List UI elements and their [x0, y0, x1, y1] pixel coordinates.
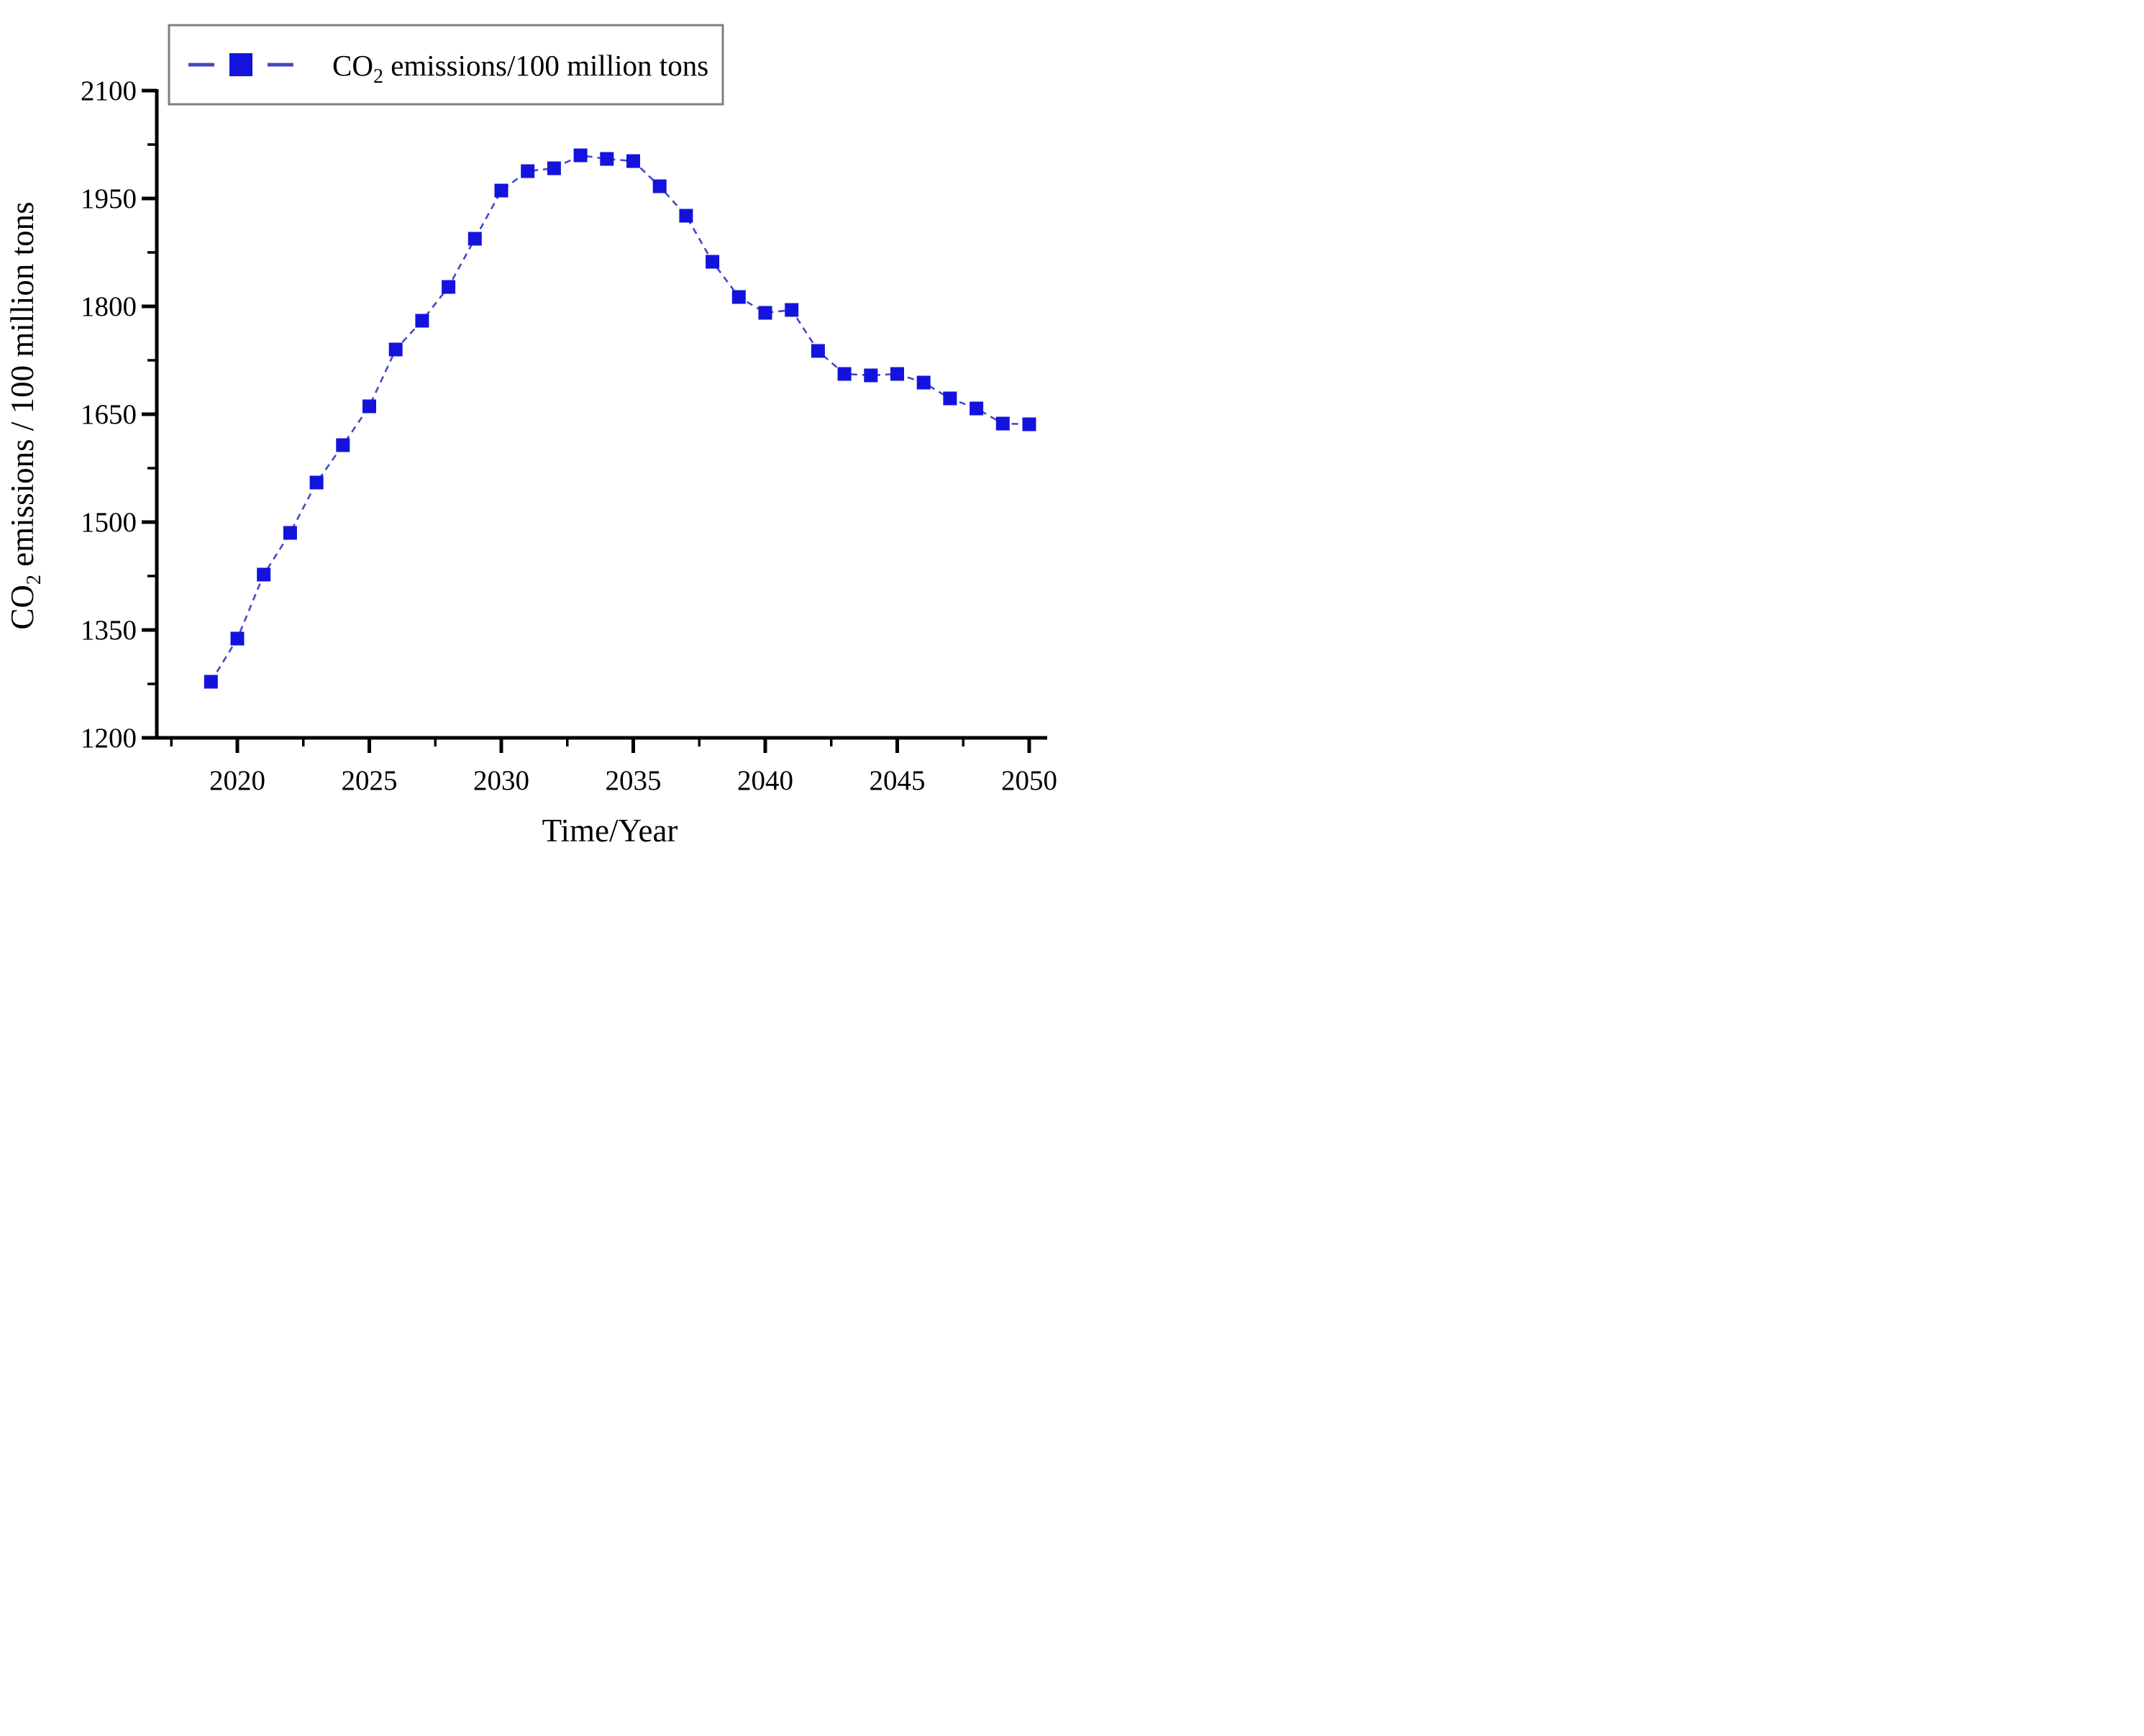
data-point-marker [970, 401, 984, 416]
data-point-marker [1022, 417, 1036, 431]
legend: CO2 emissions/100 million tons [168, 24, 724, 106]
data-point-marker [230, 631, 245, 646]
legend-box [168, 24, 724, 106]
x-tick-label: 2020 [209, 765, 265, 796]
data-point-marker [442, 280, 456, 294]
x-tick-label: 2050 [1001, 765, 1057, 796]
data-point-marker [257, 567, 271, 582]
data-point-marker [995, 416, 1010, 431]
data-point-marker [388, 342, 403, 357]
co2-line-chart: 1200 1350 1500 1650 1800 1950 2100 2020 2025 203… [4, 24, 1057, 849]
data-point-marker [943, 391, 957, 406]
x-tick-label: 2035 [606, 765, 662, 796]
data-point-marker [626, 154, 640, 168]
data-point-marker [679, 209, 693, 223]
y-tick-label: 1950 [81, 183, 137, 214]
data-point-marker [573, 148, 588, 163]
data-point-marker [916, 375, 931, 390]
y-tick-label: 1200 [81, 723, 137, 754]
x-tick-label: 2025 [342, 765, 398, 796]
data-point-marker [283, 526, 297, 540]
x-axis-ticks: 2020 2025 2030 2035 2040 2045 2050 [170, 738, 1057, 796]
co2-emissions-figure: 1200 1350 1500 1650 1800 1950 2100 2020 2025 203… [0, 0, 1072, 868]
data-point-marker [706, 255, 720, 269]
data-point-marker [521, 164, 535, 178]
series-markers [204, 148, 1036, 689]
data-point-marker [336, 438, 350, 452]
x-axis-title: Time/Year [542, 813, 678, 849]
data-point-marker [864, 368, 878, 383]
data-point-marker [494, 183, 508, 198]
data-point-marker [362, 399, 376, 414]
data-point-marker [652, 179, 667, 193]
x-tick-label: 2040 [737, 765, 793, 796]
data-point-marker [837, 367, 852, 381]
data-point-marker [415, 314, 429, 328]
y-axis-ticks: 1200 1350 1500 1650 1800 1950 2100 [81, 76, 157, 754]
y-tick-label: 1500 [81, 507, 137, 538]
x-tick-label: 2045 [870, 765, 926, 796]
x-tick-label: 2030 [473, 765, 529, 796]
data-point-marker [758, 306, 772, 320]
data-point-marker [204, 675, 218, 689]
data-point-marker [547, 161, 561, 175]
y-tick-label: 1350 [81, 615, 137, 646]
y-tick-label: 1800 [81, 291, 137, 322]
y-tick-label: 2100 [81, 76, 137, 106]
data-point-marker [890, 367, 904, 381]
series-line [210, 154, 1030, 682]
data-point-marker [811, 344, 825, 358]
data-point-marker [600, 152, 614, 166]
data-point-marker [785, 303, 799, 317]
y-tick-label: 1650 [81, 399, 137, 430]
legend-marker-sample [229, 53, 252, 76]
data-point-marker [467, 232, 482, 246]
data-point-marker [731, 290, 746, 304]
legend-label: CO2 emissions/100 million tons [332, 49, 708, 88]
data-point-marker [309, 475, 324, 490]
y-axis-title: CO2 emissions / 100 million tons [4, 201, 45, 629]
